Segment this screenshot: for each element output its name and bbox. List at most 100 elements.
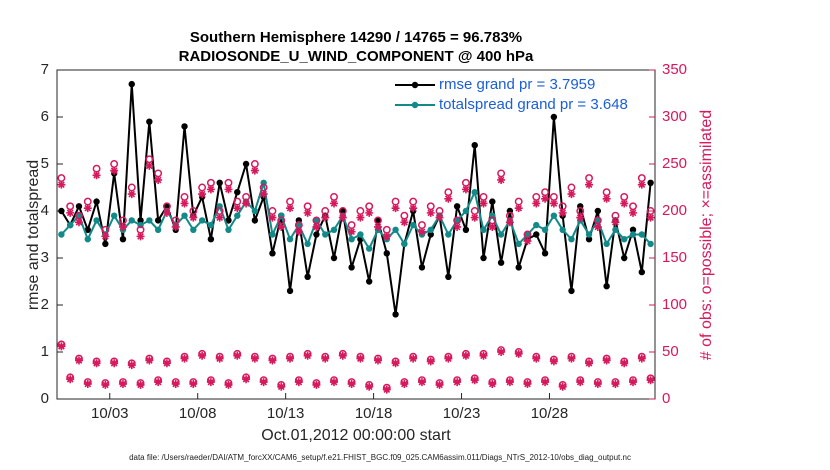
point bbox=[74, 356, 83, 365]
point bbox=[277, 222, 286, 231]
point bbox=[303, 202, 312, 211]
point bbox=[568, 236, 575, 243]
point bbox=[444, 188, 453, 197]
point bbox=[427, 226, 434, 233]
point bbox=[224, 178, 233, 187]
point bbox=[470, 207, 479, 215]
point bbox=[313, 231, 320, 238]
point bbox=[567, 354, 576, 363]
point bbox=[637, 354, 646, 363]
point bbox=[110, 160, 119, 168]
point bbox=[602, 194, 611, 203]
point bbox=[338, 351, 347, 360]
point bbox=[603, 283, 610, 290]
point bbox=[347, 227, 356, 236]
point bbox=[392, 226, 399, 233]
point bbox=[523, 237, 532, 246]
y2-tick-label: 150 bbox=[662, 249, 687, 266]
point bbox=[312, 222, 321, 231]
point bbox=[620, 359, 629, 368]
point bbox=[392, 311, 399, 318]
point bbox=[137, 217, 144, 224]
y2-tick-label: 50 bbox=[662, 343, 679, 360]
point bbox=[505, 218, 514, 227]
point bbox=[541, 194, 550, 203]
point bbox=[426, 202, 435, 211]
point bbox=[611, 379, 620, 388]
legend-marker bbox=[411, 101, 419, 109]
point bbox=[515, 240, 522, 248]
point bbox=[206, 178, 215, 187]
point bbox=[101, 232, 110, 241]
point bbox=[338, 213, 347, 222]
point bbox=[286, 287, 294, 295]
point bbox=[637, 180, 646, 189]
point bbox=[146, 118, 153, 125]
point bbox=[171, 222, 180, 231]
legend-label: rmse grand pr = 3.7959 bbox=[439, 76, 595, 93]
point bbox=[128, 80, 135, 88]
point bbox=[558, 382, 567, 391]
point bbox=[181, 212, 188, 219]
x-tick-label: 10/13 bbox=[267, 405, 305, 422]
point bbox=[629, 202, 637, 211]
point bbox=[92, 164, 101, 173]
point bbox=[234, 189, 241, 196]
point bbox=[225, 217, 232, 224]
point bbox=[180, 354, 189, 363]
point bbox=[409, 221, 417, 229]
point bbox=[250, 166, 259, 175]
point bbox=[391, 359, 400, 368]
point bbox=[57, 342, 66, 351]
point bbox=[313, 217, 320, 224]
x-tick-label: 10/18 bbox=[355, 405, 393, 422]
point bbox=[286, 197, 294, 206]
y2-tick-label: 300 bbox=[662, 108, 687, 125]
point bbox=[242, 199, 251, 208]
point bbox=[382, 385, 391, 394]
point bbox=[593, 222, 602, 231]
point bbox=[497, 231, 505, 238]
point bbox=[453, 203, 461, 210]
point bbox=[259, 190, 268, 199]
point bbox=[251, 207, 259, 215]
x-tick-label: 10/08 bbox=[179, 405, 217, 422]
point bbox=[497, 169, 506, 178]
point bbox=[418, 264, 426, 271]
legend-label: totalspread grand pr = 3.648 bbox=[439, 96, 628, 113]
point bbox=[532, 354, 541, 363]
point bbox=[646, 213, 655, 222]
point bbox=[453, 217, 461, 224]
point bbox=[356, 354, 365, 363]
point bbox=[497, 348, 506, 356]
point bbox=[373, 356, 382, 365]
point bbox=[145, 155, 154, 164]
point bbox=[541, 226, 549, 233]
point bbox=[303, 208, 312, 217]
point bbox=[234, 212, 241, 219]
point bbox=[435, 213, 444, 222]
point bbox=[127, 190, 136, 199]
point bbox=[602, 356, 611, 365]
point bbox=[593, 379, 602, 388]
point bbox=[154, 169, 163, 178]
point bbox=[162, 208, 171, 217]
point bbox=[330, 192, 338, 201]
point bbox=[426, 208, 435, 217]
point bbox=[312, 380, 321, 389]
point bbox=[532, 199, 541, 208]
point bbox=[567, 183, 576, 192]
point bbox=[269, 250, 276, 257]
point bbox=[269, 231, 276, 238]
point bbox=[216, 179, 223, 186]
point bbox=[225, 226, 232, 233]
point bbox=[286, 204, 295, 213]
y-tick-label: 0 bbox=[41, 390, 49, 407]
y2-tick-label: 250 bbox=[662, 155, 687, 172]
point bbox=[568, 287, 575, 295]
point bbox=[145, 356, 154, 365]
y-tick-label: 1 bbox=[41, 343, 49, 360]
x-tick-label: 10/03 bbox=[91, 405, 129, 422]
point bbox=[322, 231, 329, 238]
point bbox=[321, 354, 330, 363]
